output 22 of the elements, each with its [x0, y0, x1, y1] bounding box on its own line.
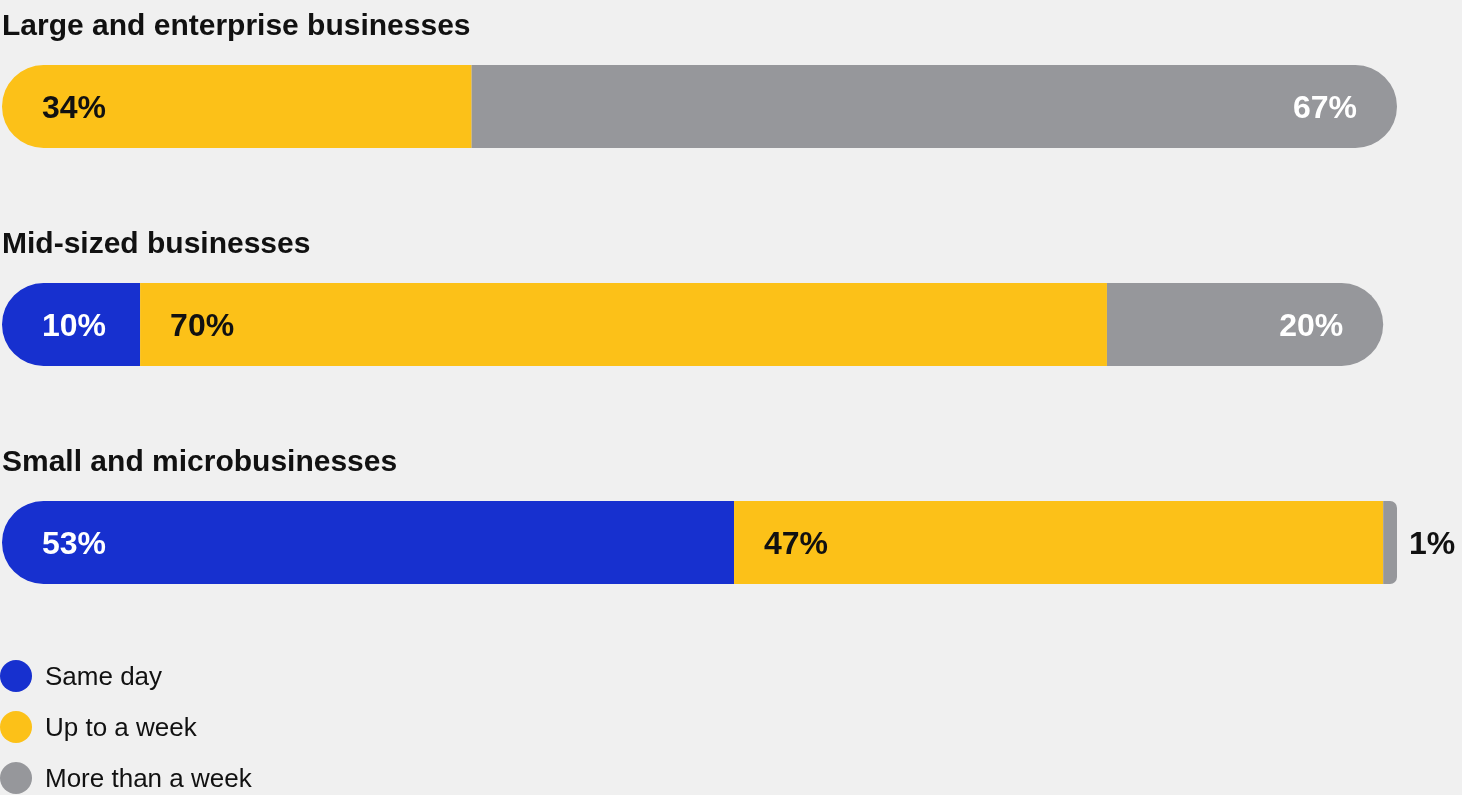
data-label: 47%	[764, 524, 829, 561]
y-tick-label: Mid-sized businesses	[2, 226, 311, 259]
data-label: 34%	[42, 88, 107, 125]
data-label: 1%	[1409, 524, 1456, 561]
bar	[2, 65, 472, 148]
legend-label: Up to a week	[45, 712, 198, 742]
data-label: 10%	[42, 306, 107, 343]
bar	[1106, 283, 1384, 366]
legend-label: Same day	[45, 661, 163, 691]
bar	[2, 283, 141, 366]
legend-label: More than a week	[45, 763, 253, 793]
data-label: 53%	[42, 524, 107, 561]
bar	[734, 501, 1384, 584]
bar	[471, 65, 1397, 148]
bar	[1383, 501, 1397, 584]
data-label: 67%	[1292, 88, 1357, 125]
y-tick-label: Large and enterprise businesses	[2, 8, 471, 41]
bar	[140, 283, 1107, 366]
data-label: 20%	[1279, 306, 1344, 343]
data-label: 70%	[170, 306, 235, 343]
bar	[2, 501, 735, 584]
y-tick-label: Small and microbusinesses	[2, 444, 398, 477]
